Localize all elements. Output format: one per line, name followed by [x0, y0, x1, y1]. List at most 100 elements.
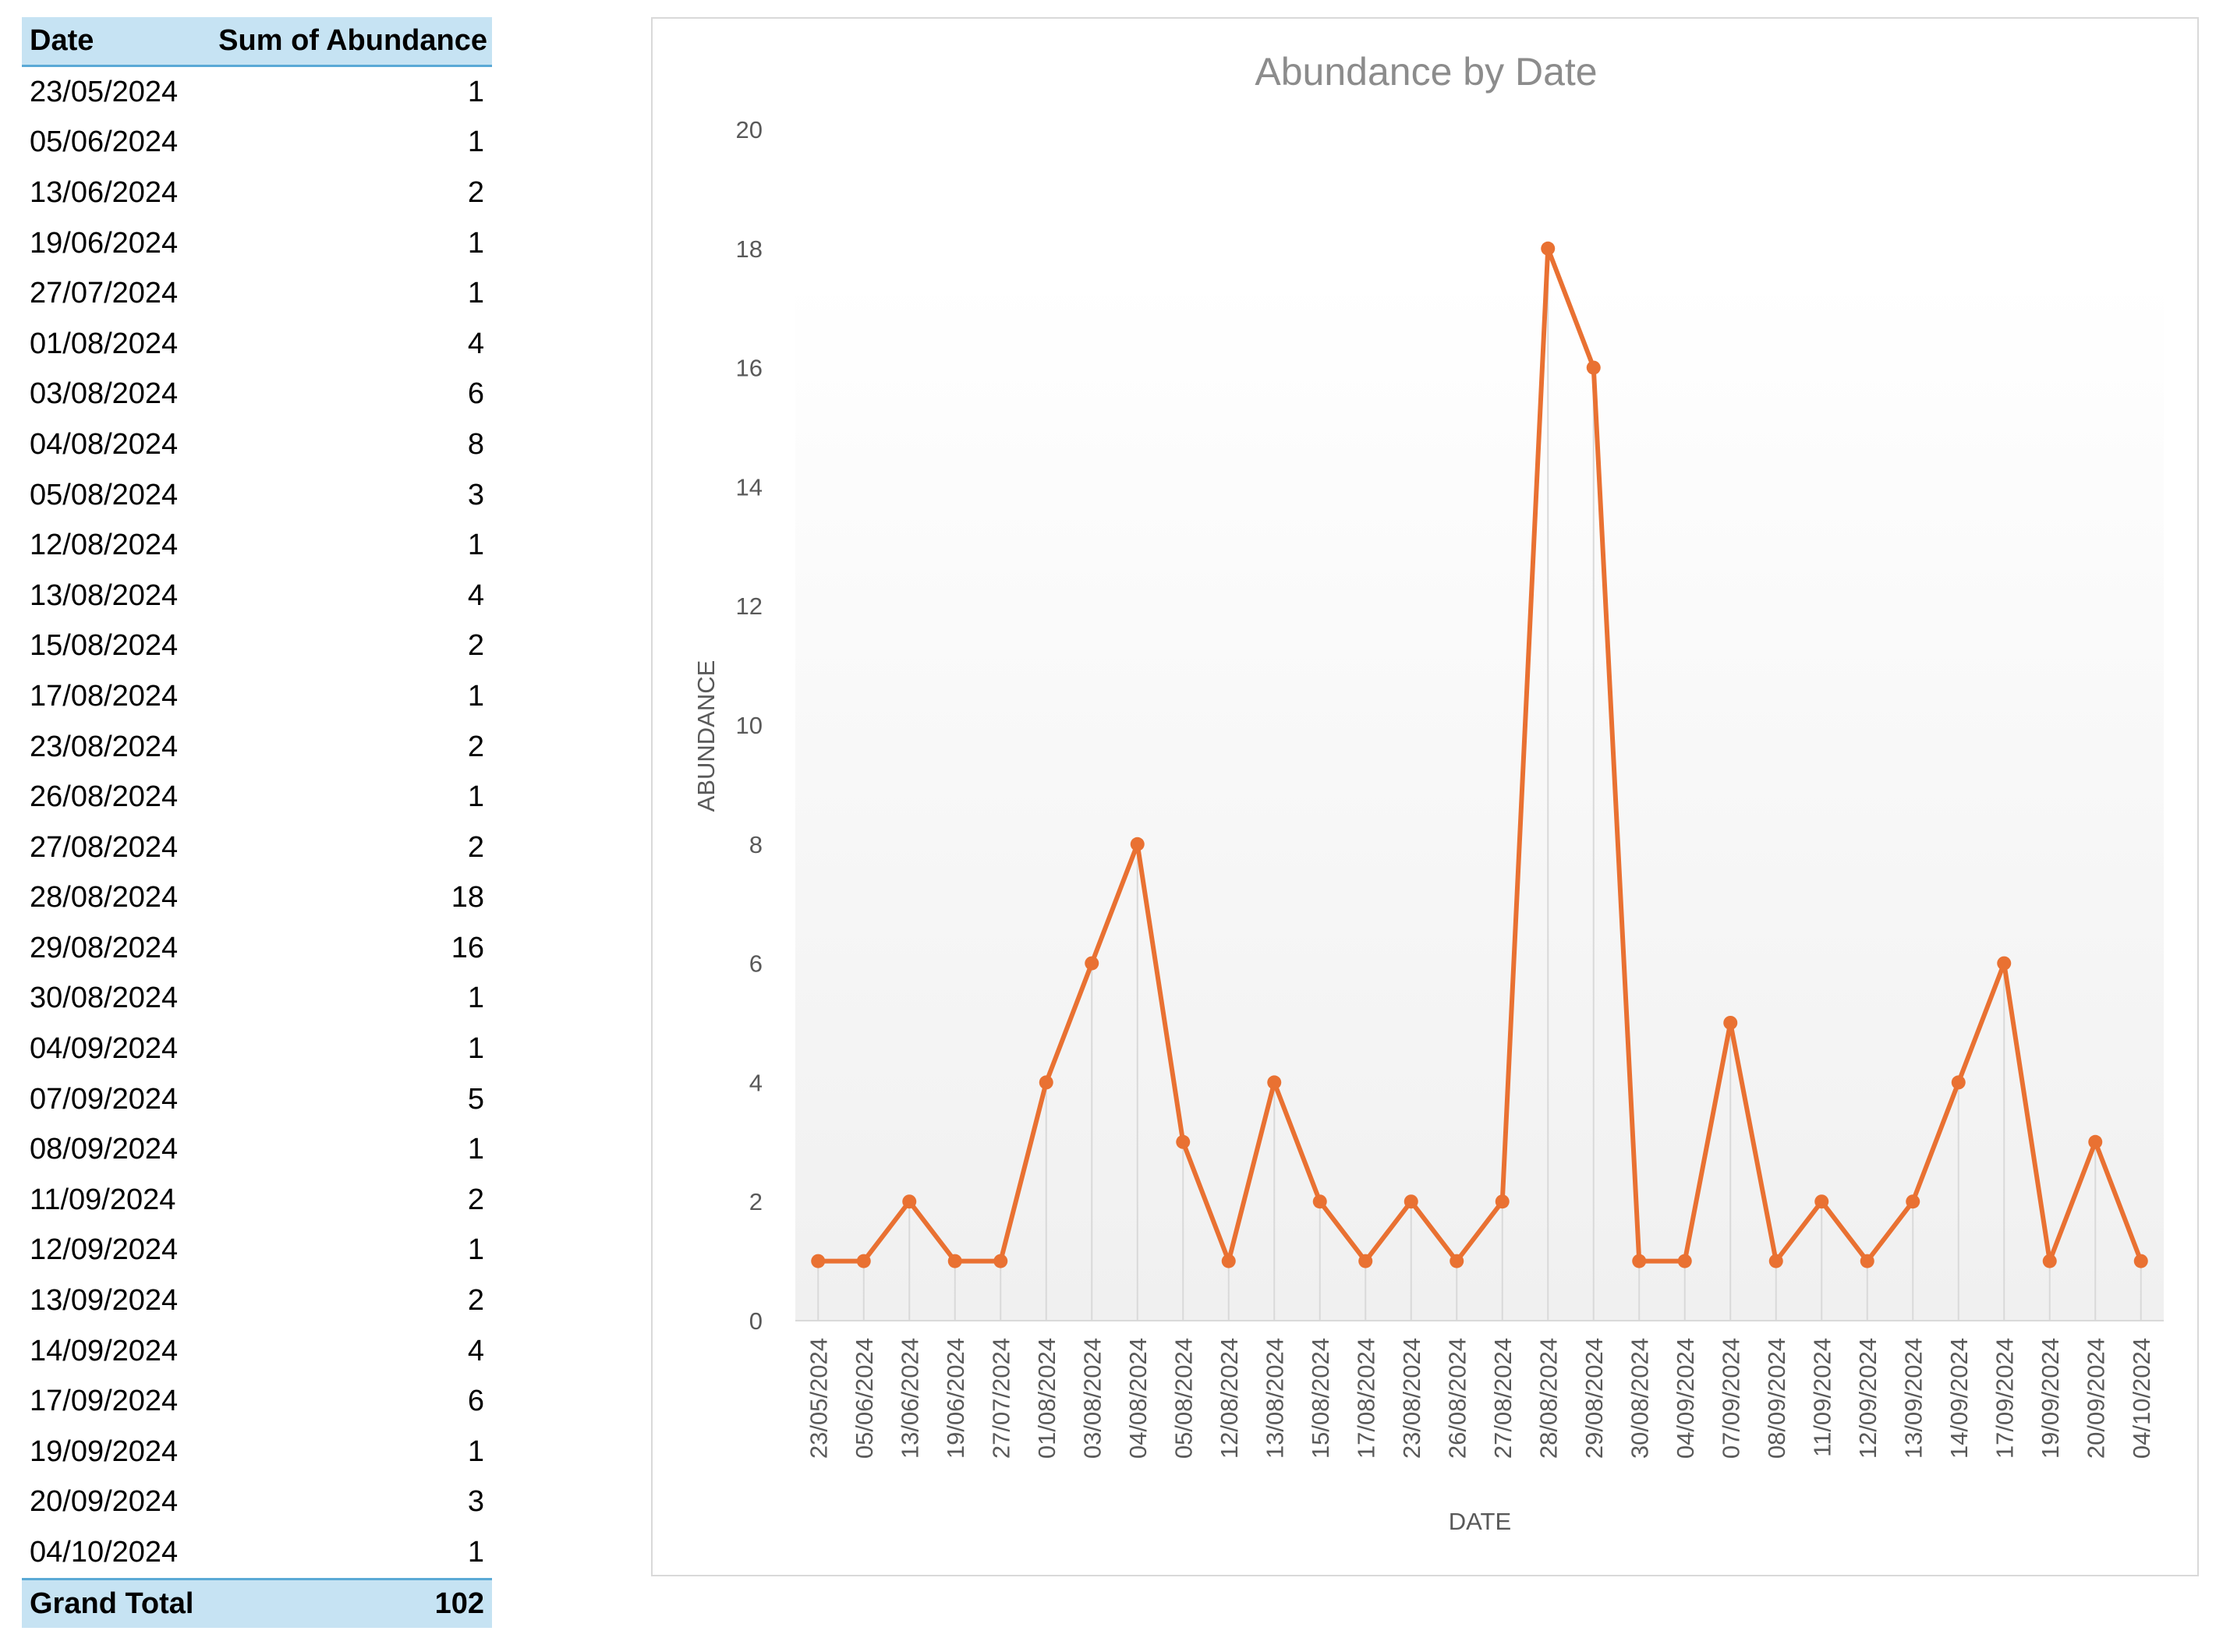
data-point[interactable] — [1495, 1194, 1510, 1209]
pivot-row[interactable]: 17/08/2024 1 — [22, 671, 492, 722]
pivot-row-date: 04/10/2024 — [30, 1536, 179, 1569]
pivot-row[interactable]: 19/09/2024 1 — [22, 1427, 492, 1477]
pivot-row[interactable]: 27/08/2024 2 — [22, 822, 492, 873]
x-tick-label: 01/08/2024 — [1033, 1338, 1060, 1459]
pivot-row-value: 2 — [467, 1284, 484, 1318]
pivot-row-date: 27/08/2024 — [30, 830, 179, 864]
y-tick-label: 0 — [749, 1307, 763, 1335]
pivot-row[interactable]: 05/08/2024 3 — [22, 470, 492, 521]
data-point[interactable] — [1768, 1254, 1783, 1268]
pivot-row[interactable]: 04/10/2024 1 — [22, 1527, 492, 1578]
pivot-row[interactable]: 19/06/2024 1 — [22, 218, 492, 269]
pivot-row-date: 13/09/2024 — [30, 1284, 179, 1318]
data-point[interactable] — [1906, 1194, 1920, 1209]
data-point[interactable] — [993, 1254, 1008, 1268]
pivot-row-date: 05/08/2024 — [30, 478, 179, 511]
data-point[interactable] — [1997, 956, 2012, 971]
grand-total-label: Grand Total — [30, 1587, 194, 1620]
data-point[interactable] — [1130, 837, 1145, 851]
pivot-row-value: 18 — [451, 881, 484, 914]
data-point[interactable] — [1039, 1075, 1053, 1090]
data-point[interactable] — [1677, 1254, 1692, 1268]
pivot-row-date: 19/06/2024 — [30, 226, 179, 260]
pivot-row[interactable]: 14/09/2024 4 — [22, 1326, 492, 1377]
data-point[interactable] — [2088, 1134, 2103, 1149]
pivot-row[interactable]: 04/08/2024 8 — [22, 419, 492, 470]
x-tick-label: 13/08/2024 — [1261, 1338, 1288, 1459]
data-point[interactable] — [2133, 1254, 2148, 1268]
chart-area[interactable]: Abundance by Date 0 2 4 6 8 10 12 14 16 18 20 23/0… — [651, 17, 2199, 1576]
x-tick-label: 05/08/2024 — [1170, 1338, 1197, 1459]
x-tick-label: 17/09/2024 — [1991, 1338, 2018, 1459]
pivot-row-value: 1 — [467, 1434, 484, 1468]
series-line-abundance[interactable] — [818, 246, 2143, 1264]
pivot-row[interactable]: 12/09/2024 1 — [22, 1226, 492, 1276]
data-point[interactable] — [1221, 1254, 1236, 1268]
pivot-row[interactable]: 12/08/2024 1 — [22, 520, 492, 571]
data-point[interactable] — [2042, 1254, 2057, 1268]
pivot-row[interactable]: 27/07/2024 1 — [22, 268, 492, 319]
pivot-row-value: 1 — [467, 126, 484, 159]
pivot-row[interactable]: 05/06/2024 1 — [22, 118, 492, 168]
data-point[interactable] — [1723, 1016, 1738, 1030]
pivot-row[interactable]: 17/09/2024 6 — [22, 1376, 492, 1427]
data-point[interactable] — [1951, 1075, 1966, 1090]
pivot-row[interactable]: 08/09/2024 1 — [22, 1124, 492, 1175]
pivot-row-date: 03/08/2024 — [30, 377, 179, 411]
grand-total-value: 102 — [434, 1587, 484, 1620]
pivot-header-sum[interactable]: Sum of Abundance — [218, 24, 487, 57]
pivot-grand-total-row[interactable]: Grand Total 102 — [22, 1577, 492, 1628]
x-tick-label: 27/07/2024 — [987, 1338, 1014, 1459]
pivot-row[interactable]: 13/08/2024 4 — [22, 571, 492, 621]
pivot-row-date: 19/09/2024 — [30, 1434, 179, 1468]
x-axis-title[interactable]: DATE — [1449, 1508, 1511, 1535]
pivot-row[interactable]: 11/09/2024 2 — [22, 1175, 492, 1226]
data-point[interactable] — [1358, 1254, 1373, 1268]
pivot-row-date: 01/08/2024 — [30, 327, 179, 360]
pivot-row-date: 30/08/2024 — [30, 982, 179, 1015]
data-point[interactable] — [1860, 1254, 1874, 1268]
y-tick-label: 12 — [736, 593, 763, 620]
pivot-row[interactable]: 01/08/2024 4 — [22, 319, 492, 370]
pivot-row[interactable]: 04/09/2024 1 — [22, 1024, 492, 1074]
data-point[interactable] — [902, 1194, 917, 1209]
x-tick-label: 28/08/2024 — [1535, 1338, 1562, 1459]
pivot-row-date: 17/08/2024 — [30, 679, 179, 713]
pivot-row-value: 4 — [467, 1334, 484, 1367]
pivot-row[interactable]: 03/08/2024 6 — [22, 370, 492, 420]
pivot-row-date: 05/06/2024 — [30, 126, 179, 159]
pivot-header-date[interactable]: Date — [30, 24, 94, 57]
data-point[interactable] — [1404, 1194, 1418, 1209]
pivot-row[interactable]: 23/05/2024 1 — [22, 67, 492, 118]
data-point[interactable] — [1814, 1194, 1829, 1209]
pivot-row[interactable]: 29/08/2024 16 — [22, 923, 492, 974]
data-point[interactable] — [1085, 956, 1099, 971]
data-point[interactable] — [1312, 1194, 1327, 1209]
data-point[interactable] — [1176, 1134, 1191, 1149]
pivot-row[interactable]: 13/06/2024 2 — [22, 168, 492, 218]
data-point[interactable] — [1450, 1254, 1464, 1268]
pivot-row[interactable]: 07/09/2024 5 — [22, 1074, 492, 1125]
y-axis-title[interactable]: ABUNDANCE — [692, 660, 720, 812]
pivot-row-value: 6 — [467, 1385, 484, 1418]
pivot-row[interactable]: 28/08/2024 18 — [22, 873, 492, 924]
data-point[interactable] — [811, 1254, 826, 1268]
pivot-row[interactable]: 13/09/2024 2 — [22, 1275, 492, 1326]
pivot-row-value: 2 — [467, 730, 484, 763]
pivot-row[interactable]: 20/09/2024 3 — [22, 1477, 492, 1528]
x-tick-label: 20/09/2024 — [2082, 1338, 2109, 1459]
data-point[interactable] — [1267, 1075, 1282, 1090]
data-point[interactable] — [1541, 241, 1556, 256]
pivot-row[interactable]: 30/08/2024 1 — [22, 974, 492, 1024]
data-point[interactable] — [856, 1254, 871, 1268]
data-point[interactable] — [1632, 1254, 1647, 1268]
pivot-row-value: 1 — [467, 982, 484, 1015]
x-tick-label: 15/08/2024 — [1307, 1338, 1334, 1459]
pivot-row[interactable]: 26/08/2024 1 — [22, 772, 492, 822]
pivot-row[interactable]: 15/08/2024 2 — [22, 621, 492, 672]
pivot-row[interactable]: 23/08/2024 2 — [22, 722, 492, 773]
data-point[interactable] — [947, 1254, 962, 1268]
chart-title[interactable]: Abundance by Date — [1255, 50, 1597, 94]
x-tick-label: 14/09/2024 — [1945, 1338, 1973, 1459]
data-point[interactable] — [1586, 360, 1601, 375]
